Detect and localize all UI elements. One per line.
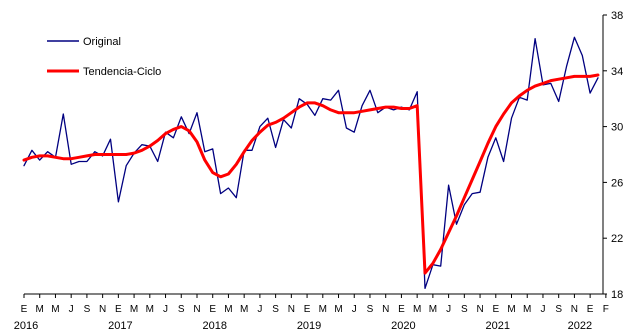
x-tick-label: N — [193, 304, 200, 315]
y-tick-label: 26 — [611, 177, 623, 189]
series-layer — [22, 36, 600, 290]
x-tick-label: N — [99, 304, 106, 315]
x-tick-label: J — [446, 304, 451, 315]
x-tick-label: M — [413, 304, 421, 315]
year-label: 2017 — [108, 320, 132, 331]
year-label: 2020 — [391, 320, 415, 331]
x-tick-label: J — [69, 304, 74, 315]
x-tick-label: M — [36, 304, 44, 315]
x-tick-label: M — [429, 304, 437, 315]
series-line-tendencia-ciclo — [22, 73, 600, 275]
x-tick-label: E — [21, 304, 28, 315]
y-tick-label: 30 — [611, 122, 623, 134]
x-tick-label: M — [224, 304, 232, 315]
y-tick-label: 34 — [611, 66, 623, 78]
x-tick-label: N — [288, 304, 295, 315]
legend-label-original: Original — [83, 36, 121, 48]
x-tick-label: M — [334, 304, 342, 315]
x-tick-label: J — [163, 304, 168, 315]
x-tick-label: S — [84, 304, 91, 315]
x-tick-label: E — [209, 304, 216, 315]
year-label: 2022 — [568, 320, 592, 331]
year-label: 2019 — [297, 320, 321, 331]
x-tick-label: M — [507, 304, 515, 315]
legend: Original Tendencia-Ciclo — [47, 36, 161, 78]
series-line-original — [23, 36, 599, 290]
x-tick-label: M — [130, 304, 138, 315]
x-tick-label: E — [587, 304, 594, 315]
x-tick-label: E — [304, 304, 311, 315]
y-tick-label: 22 — [611, 233, 623, 245]
x-tick-label: N — [382, 304, 389, 315]
x-tick-label: J — [352, 304, 357, 315]
x-tick-label: E — [398, 304, 405, 315]
x-tick-label: N — [476, 304, 483, 315]
x-tick-label: S — [461, 304, 468, 315]
x-tick-label: F — [603, 304, 609, 315]
x-tick-label: N — [571, 304, 578, 315]
x-tick-label: S — [555, 304, 562, 315]
x-tick-label: S — [367, 304, 374, 315]
year-label: 2016 — [14, 320, 38, 331]
x-tick-label: S — [272, 304, 279, 315]
x-tick-label: E — [115, 304, 122, 315]
year-label: 2018 — [202, 320, 226, 331]
y-tick-label: 38 — [611, 10, 623, 22]
legend-label-tendencia-ciclo: Tendencia-Ciclo — [83, 66, 161, 78]
x-tick-label: M — [319, 304, 327, 315]
x-tick-label: M — [240, 304, 248, 315]
x-tick-label: J — [257, 304, 262, 315]
x-tick-label: M — [146, 304, 154, 315]
x-tick-label: E — [492, 304, 499, 315]
x-tick-label: S — [178, 304, 185, 315]
x-tick-label: J — [540, 304, 545, 315]
y-tick-label: 18 — [611, 289, 623, 301]
x-tick-label: M — [523, 304, 531, 315]
x-tick-label: M — [51, 304, 59, 315]
year-label: 2021 — [486, 320, 510, 331]
